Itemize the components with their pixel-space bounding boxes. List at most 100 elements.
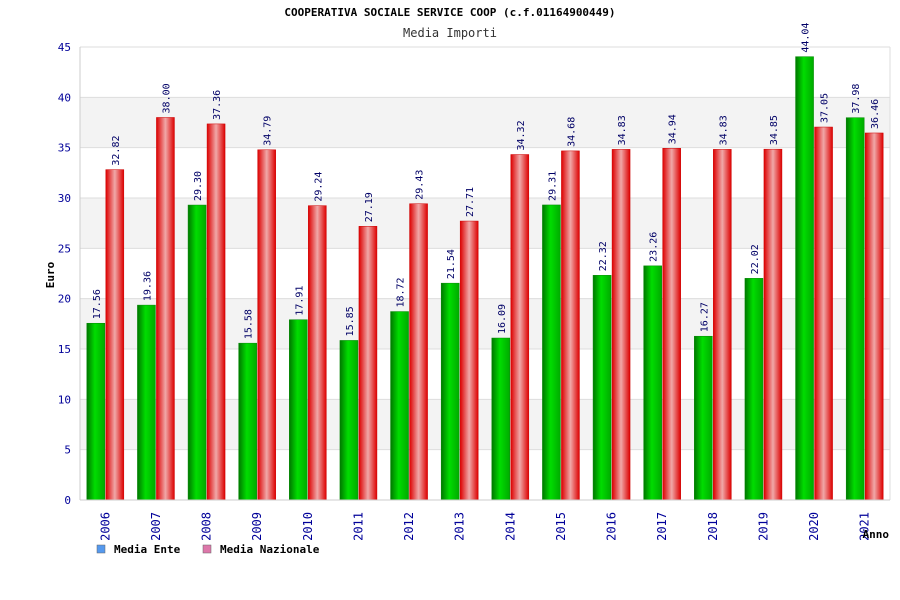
value-label-media-nazionale: 34.79 <box>263 116 274 146</box>
chart-title: COOPERATIVA SOCIALE SERVICE COOP (c.f.01… <box>284 6 615 19</box>
x-tick-label: 2012 <box>402 512 416 541</box>
value-label-media-nazionale: 36.46 <box>870 99 881 129</box>
bar-media-ente <box>86 322 106 501</box>
y-tick-label: 35 <box>58 142 71 155</box>
x-tick-label: 2019 <box>756 512 770 541</box>
value-label-media-ente: 15.58 <box>244 309 255 339</box>
value-label-media-nazionale: 29.24 <box>313 172 324 202</box>
bar-media-ente <box>491 337 511 501</box>
bar-media-nazionale <box>662 148 681 501</box>
legend-label-media-nazionale: Media Nazionale <box>220 543 320 556</box>
bar-media-nazionale <box>105 169 125 501</box>
value-label-media-ente: 29.30 <box>193 171 204 201</box>
bar-media-nazionale <box>713 149 732 501</box>
x-tick-label: 2007 <box>149 512 163 541</box>
bar-media-ente <box>592 275 612 501</box>
value-label-media-nazionale: 34.68 <box>566 117 577 147</box>
value-label-media-nazionale: 34.83 <box>718 115 729 145</box>
bar-media-ente <box>542 204 561 501</box>
value-label-media-nazionale: 37.05 <box>820 93 831 123</box>
bar-media-nazionale <box>358 226 378 501</box>
grid-band <box>80 47 890 98</box>
value-label-media-ente: 15.85 <box>345 306 356 336</box>
bar-media-ente <box>845 117 865 501</box>
legend-swatch-media-ente <box>96 544 106 554</box>
x-axis-title: Anno <box>863 528 890 541</box>
value-label-media-nazionale: 34.83 <box>617 115 628 145</box>
value-label-media-ente: 44.04 <box>801 23 812 53</box>
bar-media-nazionale <box>409 203 428 501</box>
bar-media-ente <box>238 342 257 501</box>
bar-media-nazionale <box>763 148 783 501</box>
bar-media-ente <box>694 335 713 501</box>
x-tick-label: 2014 <box>503 512 517 541</box>
x-tick-label: 2011 <box>351 512 365 541</box>
value-label-media-ente: 17.56 <box>92 289 103 319</box>
value-label-media-ente: 17.91 <box>294 286 305 316</box>
legend-swatch-media-nazionale <box>202 544 212 554</box>
x-tick-label: 2016 <box>605 512 619 541</box>
plot-value-labels: 17.56 32.82 19.36 38.00 29.30 37.36 15.58 34.79… <box>92 23 881 340</box>
bar-media-ente <box>187 204 207 501</box>
value-label-media-ente: 16.09 <box>497 304 508 334</box>
bar-media-ente <box>440 282 460 501</box>
value-label-media-nazionale: 29.43 <box>415 170 426 200</box>
legend: Media Ente Media Nazionale <box>96 543 320 556</box>
x-tick-label: 2008 <box>200 512 214 541</box>
bar-media-ente <box>643 265 662 501</box>
bar-media-nazionale <box>864 132 884 501</box>
x-tick-label: 2015 <box>554 512 568 541</box>
bar-media-ente <box>339 340 359 501</box>
value-label-media-ente: 22.32 <box>598 241 609 271</box>
bar-media-nazionale <box>257 149 276 501</box>
value-label-media-nazionale: 32.82 <box>111 136 122 166</box>
bar-media-nazionale <box>611 149 631 501</box>
y-tick-label: 30 <box>58 192 71 205</box>
y-tick-label: 15 <box>58 343 71 356</box>
bar-media-ente <box>744 278 764 501</box>
bar-media-nazionale <box>814 126 833 501</box>
y-tick-label: 25 <box>58 242 71 255</box>
value-label-media-ente: 37.98 <box>851 84 862 114</box>
y-tick-label: 10 <box>58 393 71 406</box>
y-tick-label: 0 <box>64 494 71 507</box>
value-label-media-ente: 22.02 <box>750 244 761 274</box>
bar-media-ente <box>289 319 308 501</box>
legend-label-media-ente: Media Ente <box>114 543 181 556</box>
value-label-media-ente: 16.27 <box>699 302 710 332</box>
plot-axes: 0 5 10 15 20 25 30 35 40 45 2006 2007 2008 2009 2010 20… <box>58 41 891 541</box>
y-tick-label: 40 <box>58 91 71 104</box>
value-label-media-nazionale: 27.19 <box>364 192 375 222</box>
value-label-media-ente: 23.26 <box>649 232 660 262</box>
bar-media-nazionale <box>206 123 226 501</box>
value-label-media-ente: 29.31 <box>547 171 558 201</box>
value-label-media-nazionale: 34.85 <box>769 115 780 145</box>
value-label-media-nazionale: 34.32 <box>516 120 527 150</box>
bar-media-ente <box>795 56 814 501</box>
value-label-media-nazionale: 27.71 <box>465 187 476 217</box>
bar-media-nazionale <box>510 154 530 501</box>
chart-subtitle: Media Importi <box>403 26 497 40</box>
x-tick-label: 2018 <box>706 512 720 541</box>
value-label-media-nazionale: 38.00 <box>161 83 172 113</box>
bar-media-ente <box>137 304 156 501</box>
value-label-media-nazionale: 37.36 <box>212 90 223 120</box>
value-label-media-ente: 18.72 <box>396 277 407 307</box>
y-tick-label: 5 <box>64 444 71 457</box>
bar-media-nazionale <box>561 150 580 501</box>
y-tick-label: 20 <box>58 293 71 306</box>
y-tick-label: 45 <box>58 41 71 54</box>
y-axis-title: Euro <box>44 261 57 288</box>
plot-bars <box>86 56 884 501</box>
value-label-media-ente: 21.54 <box>446 249 457 279</box>
x-tick-label: 2006 <box>98 512 112 541</box>
value-label-media-nazionale: 34.94 <box>668 114 679 144</box>
x-tick-label: 2010 <box>301 512 315 541</box>
bar-media-nazionale <box>308 205 327 501</box>
value-label-media-ente: 19.36 <box>142 271 153 301</box>
x-tick-label: 2021 <box>858 512 872 541</box>
x-tick-label: 2017 <box>655 512 669 541</box>
x-tick-label: 2009 <box>250 512 264 541</box>
x-tick-label: 2020 <box>807 512 821 541</box>
